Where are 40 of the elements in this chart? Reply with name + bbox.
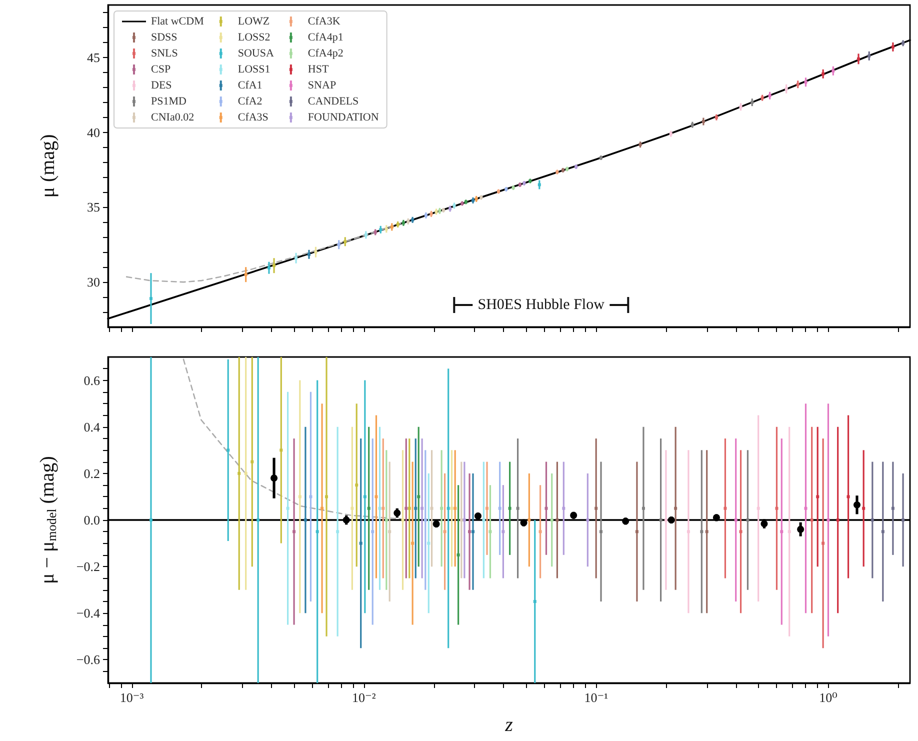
- legend-label: SNAP: [308, 80, 336, 92]
- legend-label: LOSS1: [238, 64, 270, 76]
- legend-label: LOWZ: [238, 16, 270, 28]
- y-tick-label: 40: [87, 124, 100, 140]
- legend-label: CfA4p2: [308, 48, 344, 60]
- legend-label: PS1MD: [151, 96, 187, 108]
- y-tick-label: 0.4: [84, 419, 100, 434]
- legend-label: LOSS2: [238, 32, 270, 44]
- y-tick-label: 30: [87, 274, 100, 290]
- x-tick-label: 10⁻¹: [584, 690, 608, 705]
- legend-label: CfA3K: [308, 16, 340, 28]
- legend-label: SOUSA: [238, 48, 274, 60]
- x-tick-label: 10⁰: [819, 690, 838, 705]
- legend-label: CNIa0.02: [151, 112, 194, 124]
- y-tick-label: 0.2: [84, 466, 100, 481]
- legend-label: Flat wCDM: [151, 16, 204, 28]
- legend-label: DES: [151, 80, 172, 92]
- legend-label: SDSS: [151, 32, 178, 44]
- y-tick-label: 0.6: [84, 372, 100, 388]
- legend-label: CfA2: [238, 96, 262, 108]
- annotation: SH0ES Hubble Flow: [476, 296, 606, 314]
- legend-label: HST: [308, 64, 329, 76]
- legend-label: CSP: [151, 64, 171, 76]
- legend-label: CfA4p1: [308, 32, 344, 44]
- legend-label: CANDELS: [308, 96, 359, 108]
- y-axis-title: μ − μmodel (mag): [36, 456, 59, 584]
- y-tick-label: 0.0: [84, 512, 100, 528]
- legend-label: FOUNDATION: [308, 112, 379, 124]
- x-tick-label: 10⁻³: [120, 690, 144, 705]
- x-tick-label: 10⁻²: [352, 690, 376, 705]
- y-tick-label: −0.4: [76, 606, 100, 621]
- y-tick-label: 45: [87, 50, 100, 65]
- x-axis-title: z: [504, 714, 514, 736]
- legend-label: CfA3S: [238, 112, 268, 124]
- legend-label: SNLS: [151, 48, 178, 60]
- legend-label: CfA1: [238, 80, 262, 92]
- y-tick-label: −0.6: [76, 652, 100, 668]
- y-axis-title: μ (mag): [37, 134, 59, 198]
- y-tick-label: −0.2: [76, 559, 100, 574]
- y-tick-label: 35: [87, 200, 100, 215]
